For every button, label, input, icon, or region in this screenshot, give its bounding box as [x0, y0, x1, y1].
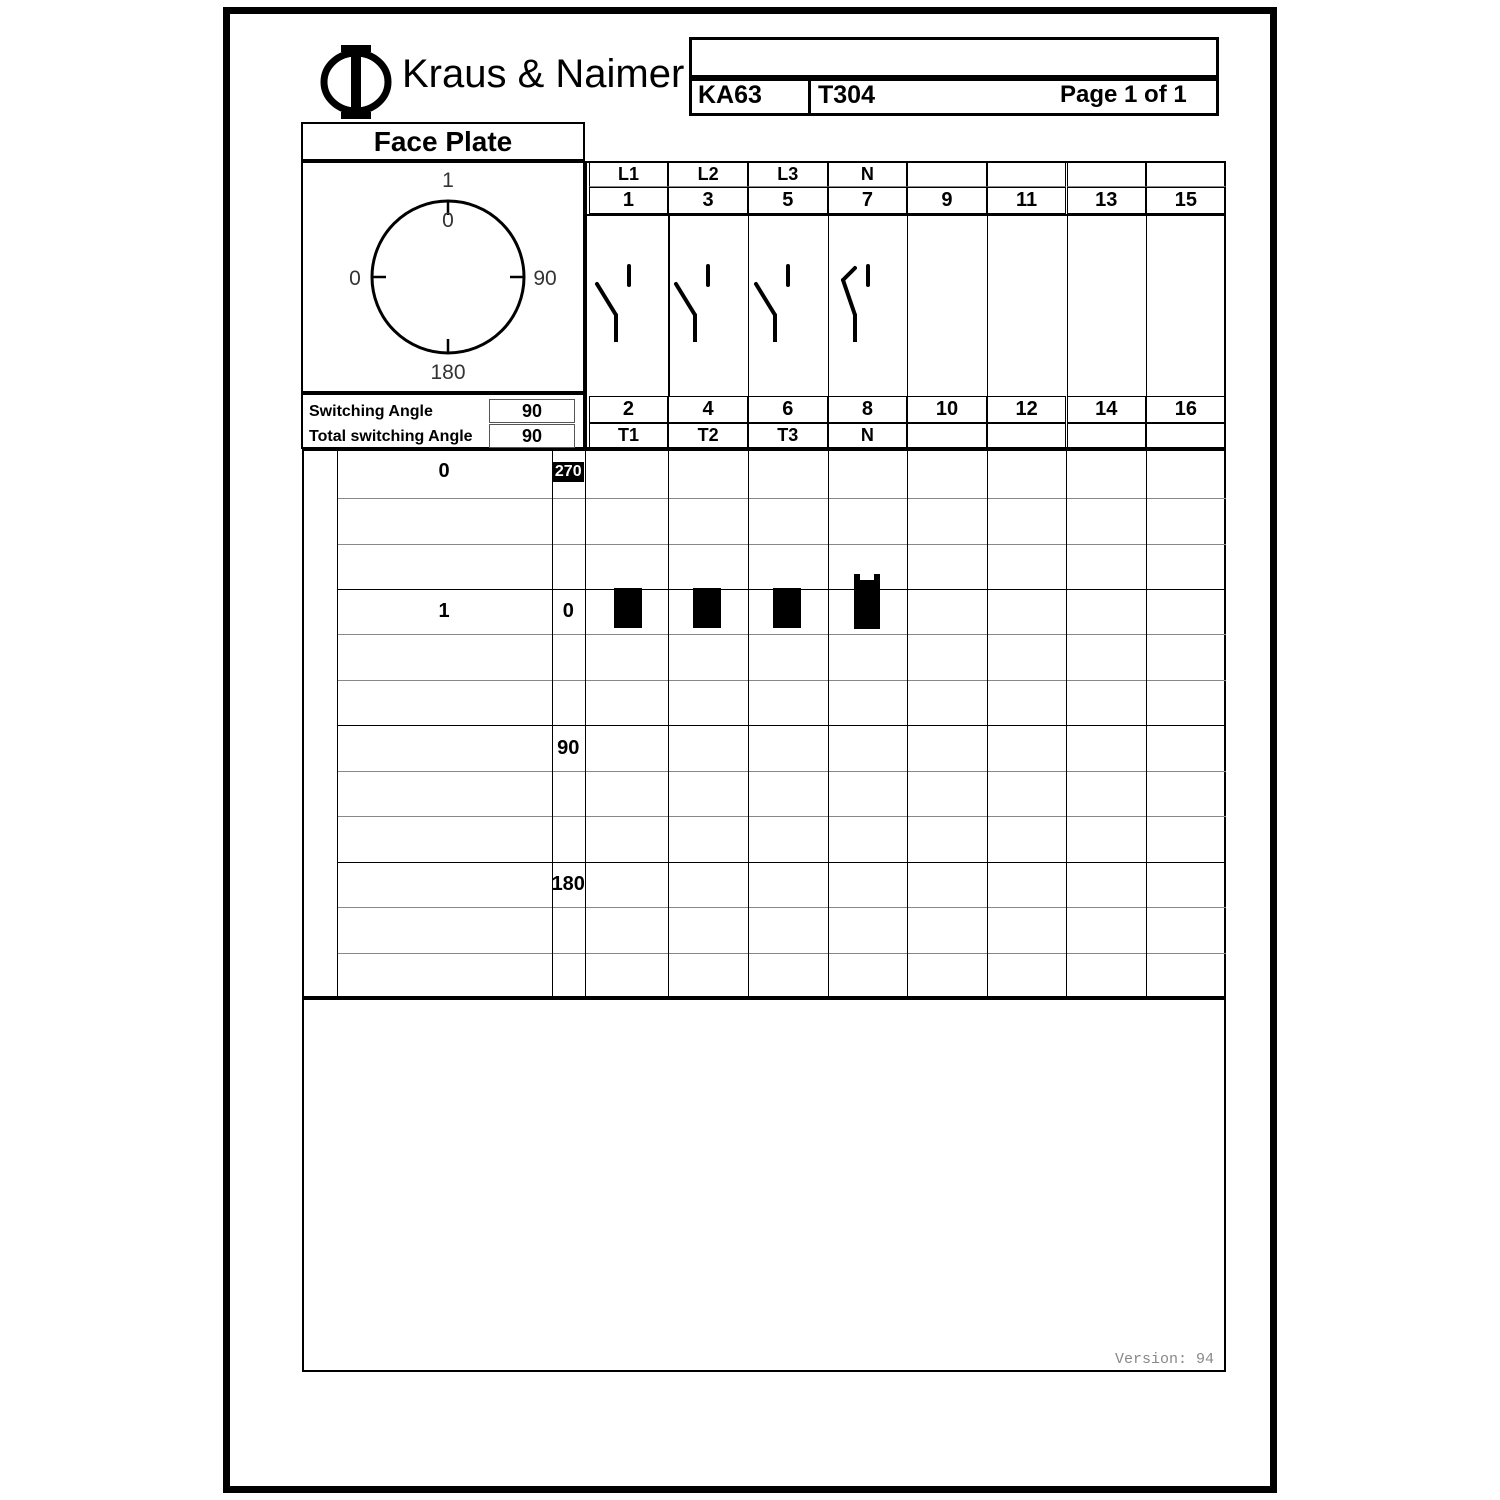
svg-text:0: 0	[349, 267, 361, 290]
svg-text:90: 90	[533, 267, 556, 290]
svg-text:1: 1	[442, 169, 454, 192]
svg-text:180: 180	[430, 361, 465, 384]
svg-text:0: 0	[442, 209, 454, 232]
